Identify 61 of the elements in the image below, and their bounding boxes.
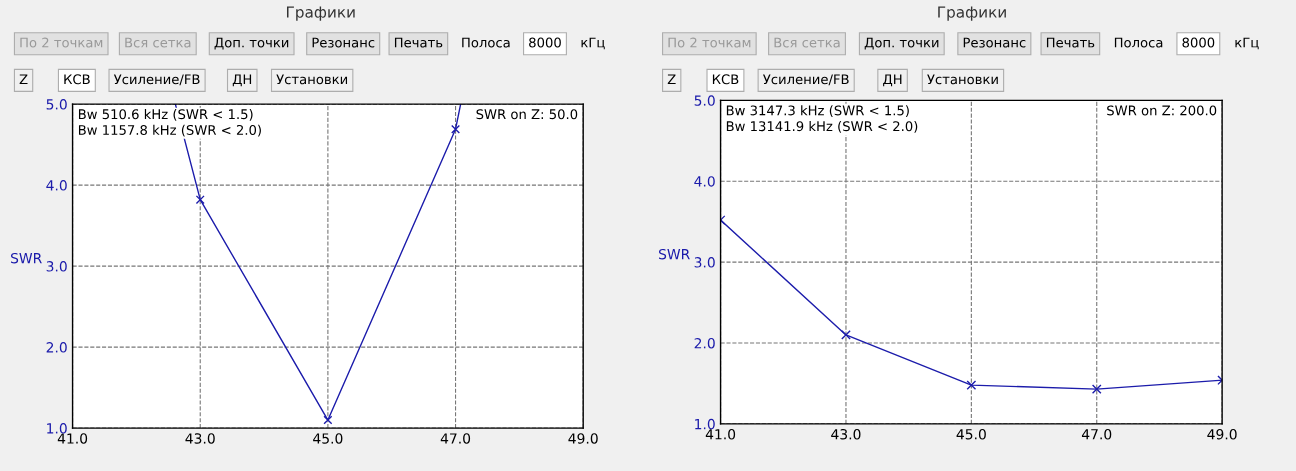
x-tick-label: 49.0 [568,433,598,444]
text: Усиление/FB [762,74,849,86]
x-tick-label: 43.0 [831,429,861,440]
text: Резонанс [963,37,1026,48]
text: Графики [938,6,1006,21]
point [841,330,851,340]
text: ДН [232,74,252,87]
text: Полоса [462,37,510,48]
x-tick-label: 47.0 [1081,429,1112,440]
text: Резонанс [312,37,375,48]
y-tick-label: 3.0 [694,257,715,268]
text: Установки [276,74,348,85]
text: Печать [1046,37,1095,48]
text: Печать [394,37,443,48]
text: Доп. точки [214,37,289,50]
x-tick-label: 41.0 [57,433,88,444]
text: По 2 точкам [668,37,751,48]
text: Z [19,74,28,85]
text: По 2 точкам [20,37,103,48]
y-axis-title: SWR [11,252,42,264]
point [451,124,461,134]
y-tick-label: 4.0 [46,180,67,191]
text: 8000 [1182,37,1215,48]
text: КСВ [712,74,739,85]
annotation: SWR on Z: 200.0 [1107,105,1217,116]
text: КСВ [64,74,90,85]
y-tick-label: 2.0 [694,337,715,349]
line-series [174,104,462,421]
text: Графики [287,6,355,21]
x-tick-label: 45.0 [313,433,343,444]
y-tick-label: 1.0 [695,418,715,430]
y-tick-label: 5.0 [46,99,67,110]
y-tick-label: 2.0 [46,342,67,353]
text: ДН [883,74,902,87]
text: Вся сетка [125,37,191,48]
text: Z [667,74,676,85]
point [323,415,333,425]
y-tick-label: 1.0 [47,423,67,434]
text: Установки [927,74,998,85]
x-tick-label: 45.0 [956,429,986,440]
point [966,380,977,390]
text: кГц [1235,37,1259,50]
text: кГц [581,37,605,50]
text: Усиление/FB [113,74,200,86]
x-tick-label: 43.0 [185,433,215,444]
annotation: Bw 3147.3 kHz (SWR < 1.5) Bw 13141.9 kHz (SWR < 2.0) [726,105,918,133]
annotation: SWR on Z: 50.0 [476,109,578,120]
point [1091,384,1102,394]
text: Вся сетка [774,37,840,48]
text: Полоса [1114,37,1163,48]
x-tick-label: 49.0 [1207,429,1237,440]
y-tick-label: 4.0 [694,176,715,187]
y-axis-title: SWR [659,248,690,260]
annotation: Bw 510.6 kHz (SWR < 1.5) Bw 1157.8 kHz (SWR < 2.0) [78,108,261,137]
y-tick-label: 3.0 [46,261,67,272]
point [195,195,205,205]
x-tick-label: 41.0 [705,429,736,440]
y-tick-label: 5.0 [694,95,715,106]
x-tick-label: 47.0 [440,433,471,444]
text: 8000 [529,37,561,48]
text: Доп. точки [864,37,939,50]
